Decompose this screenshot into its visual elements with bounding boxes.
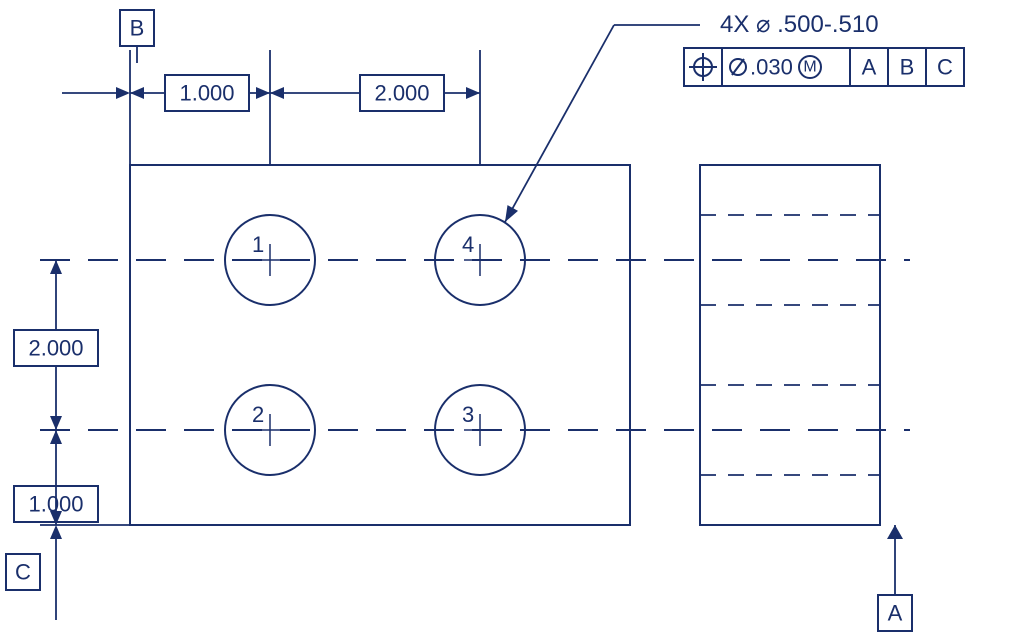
- dimension-vertical: 2.0001.000: [14, 260, 130, 525]
- dim-2000-h-label: 2.000: [374, 81, 429, 106]
- fcf-tolerance: .030: [750, 55, 793, 80]
- datum-c: C: [6, 525, 62, 620]
- fcf-datum-C: C: [937, 55, 953, 80]
- datum-c-label: C: [15, 560, 31, 585]
- datum-b-label: B: [130, 16, 145, 41]
- hole-label-2: 2: [252, 402, 264, 427]
- fcf-datum-B: B: [900, 55, 915, 80]
- datum-a: A: [878, 525, 912, 631]
- front-view-outline: [130, 165, 630, 525]
- side-view-outline: [700, 165, 880, 525]
- hole-label-1: 1: [252, 232, 264, 257]
- datum-b: B: [62, 10, 154, 99]
- holes-group: 1 2 3 4: [225, 215, 525, 475]
- fcf-frame: [684, 48, 964, 86]
- dim-1000-h-label: 1.000: [179, 81, 234, 106]
- dimension-horizontal: 1.000 2.000: [130, 50, 480, 165]
- hole-centerlines: [40, 260, 910, 430]
- engineering-drawing: 1 2 3 4 1.000 2.000 2.0001.000 B C A 4X ⌀ .5…: [0, 0, 1023, 635]
- hole-label-4: 4: [462, 232, 474, 257]
- hole-callout: 4X ⌀ .500-.510 .030 M ABC: [505, 11, 964, 222]
- dim-2000-v-label: 2.000: [28, 336, 83, 361]
- datum-a-label: A: [888, 601, 903, 626]
- fcf-datum-A: A: [862, 55, 877, 80]
- hole-label-3: 3: [462, 402, 474, 427]
- side-hidden-lines: [700, 215, 880, 475]
- callout-note: 4X ⌀ .500-.510: [720, 11, 879, 38]
- mmc-label: M: [803, 59, 816, 76]
